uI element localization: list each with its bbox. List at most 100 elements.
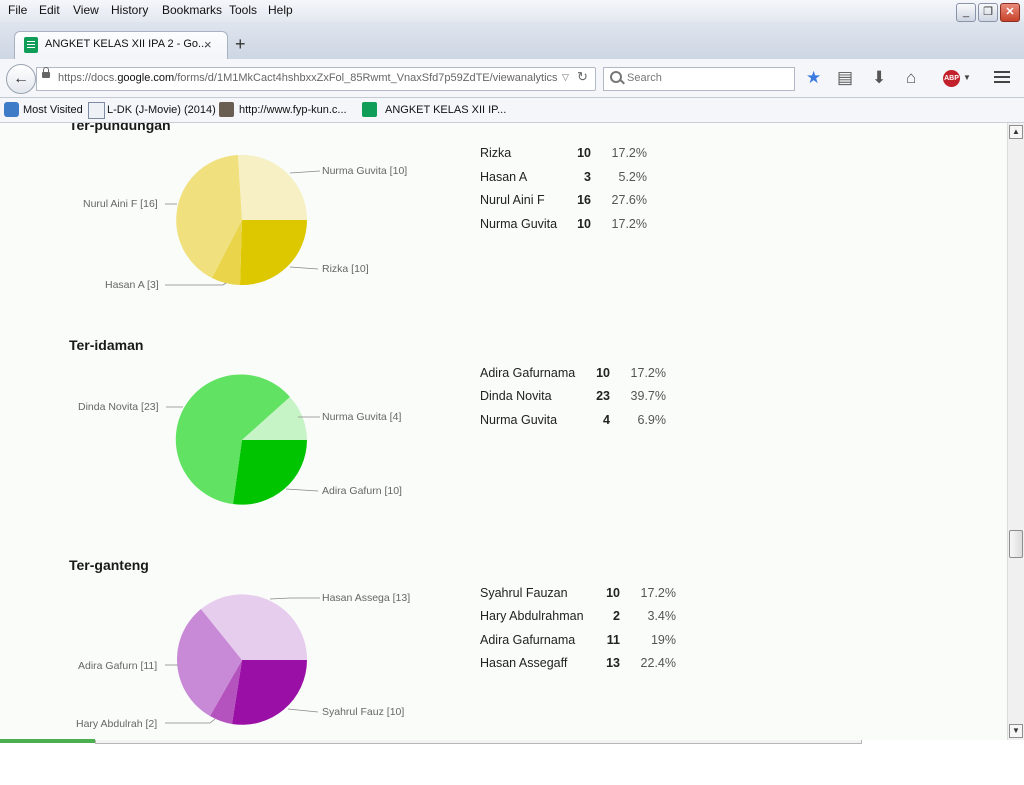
response-count: 10 <box>596 366 610 380</box>
back-arrow-icon: ← <box>13 70 29 87</box>
response-percent: 22.4% <box>640 656 676 670</box>
response-count: 23 <box>596 389 610 403</box>
response-name: Hasan Assegaff <box>480 656 568 670</box>
adblock-dropdown-icon[interactable]: ▼ <box>963 73 971 82</box>
pie-slice-dinda-novita <box>175 374 290 504</box>
url-text[interactable]: https://docs.google.com/forms/d/1M1MkCac… <box>58 72 558 84</box>
pie-label: Adira Gafurn [10] <box>322 485 402 497</box>
adblock-icon[interactable]: ABP <box>943 70 960 87</box>
tab-angket[interactable] <box>14 31 228 60</box>
bookmark-star-icon[interactable]: ★ <box>806 68 822 87</box>
lock-icon <box>42 67 50 78</box>
leader-line <box>287 708 319 713</box>
response-count: 11 <box>606 633 620 647</box>
leader-line <box>289 266 319 270</box>
menu-bar <box>0 0 1024 22</box>
pie-label: Dinda Novita [23] <box>78 401 159 413</box>
pie-slice-syahrul-fauzan <box>232 660 307 725</box>
new-tab-button[interactable]: + <box>235 34 246 54</box>
menu-hamburger-icon[interactable] <box>994 71 1010 73</box>
scroll-down-arrow-icon[interactable]: ▼ <box>1009 724 1023 738</box>
response-count: 16 <box>577 193 591 207</box>
back-button[interactable]: ← <box>6 64 36 94</box>
page-content: Ter-pundungan Nurma Guvita [10] Nurul Ai… <box>0 123 1007 740</box>
pie-chart-ter-idaman <box>166 374 320 505</box>
response-name: Rizka <box>480 146 512 160</box>
menu-tools[interactable]: Tools <box>229 3 258 17</box>
response-percent: 17.2% <box>611 217 647 231</box>
leader-line <box>165 718 216 724</box>
most-visited-icon <box>4 102 19 117</box>
download-icon[interactable]: ⬇ <box>872 68 887 87</box>
response-percent: 17.2% <box>640 586 676 600</box>
vertical-scrollbar[interactable] <box>1007 123 1024 740</box>
menu-view[interactable]: View <box>73 3 99 17</box>
minimize-button[interactable]: _ <box>956 3 976 22</box>
search-input[interactable] <box>603 67 795 91</box>
menu-edit[interactable]: Edit <box>39 3 60 17</box>
pie-slice-adira-gafurnama <box>233 440 307 505</box>
menu-help[interactable]: Help <box>268 3 293 17</box>
horizontal-scroll-track[interactable] <box>95 740 862 744</box>
home-icon[interactable]: ⌂ <box>906 68 917 87</box>
leader-line <box>165 282 227 286</box>
response-name: Adira Gafurnama <box>480 366 576 380</box>
response-count: 13 <box>606 656 620 670</box>
pie-label: Syahrul Fauz [10] <box>322 706 405 718</box>
response-percent: 19% <box>650 633 676 647</box>
response-percent: 6.9% <box>637 413 667 427</box>
url-bar[interactable] <box>36 67 596 91</box>
leader-line <box>269 597 320 600</box>
reading-list-icon[interactable]: ▤ <box>837 68 854 87</box>
pie-slice-adira-gafurnama <box>177 609 242 716</box>
menu-bookmarks[interactable]: Bookmarks <box>162 3 223 17</box>
response-percent: 17.2% <box>611 146 647 160</box>
scrollbar-thumb[interactable] <box>1009 530 1023 558</box>
bookmark-most-visited[interactable]: Most Visited <box>23 104 83 116</box>
restore-button[interactable]: ❐ <box>978 3 998 22</box>
pie-label: Nurul Aini F [16] <box>83 198 158 210</box>
menu-history[interactable]: History <box>111 3 149 17</box>
pie-slice-hasan-a <box>212 220 242 285</box>
pie-slice-hasan-assegaff <box>201 594 308 660</box>
url-dropdown-icon[interactable]: ▽ <box>562 72 569 82</box>
response-name: Dinda Novita <box>480 389 552 403</box>
pie-label: Rizka [10] <box>322 263 369 275</box>
pie-chart-ter-pundungan <box>165 154 321 286</box>
response-count: 4 <box>603 413 610 427</box>
response-percent: 39.7% <box>630 389 666 403</box>
close-window-button[interactable]: ✕ <box>1000 3 1020 22</box>
response-count: 10 <box>577 217 591 231</box>
response-name: Nurma Guvita <box>480 217 558 231</box>
bookmark-angket[interactable]: ANGKET KELAS XII IP... <box>385 104 507 116</box>
response-name: Hary Abdulrahman <box>480 609 584 623</box>
tab-close-icon[interactable]: × <box>204 37 212 52</box>
pie-slice-nurul-aini-f <box>176 155 242 278</box>
menu-file[interactable]: File <box>8 3 28 17</box>
pie-slice-rizka <box>240 220 307 286</box>
scroll-up-arrow-icon[interactable]: ▲ <box>1009 125 1023 139</box>
section-title: Ter-ganteng <box>69 557 149 573</box>
response-count: 3 <box>584 170 591 184</box>
response-name: Nurul Aini F <box>480 193 545 207</box>
progress-indicator <box>0 739 95 743</box>
response-percent: 17.2% <box>630 366 666 380</box>
pie-slice-nurma-guvita <box>242 397 307 440</box>
section-title: Ter-pundungan <box>69 123 171 133</box>
anime-favicon-icon <box>219 102 234 117</box>
reload-icon[interactable]: ↻ <box>577 69 588 84</box>
bookmark-fyp-kun[interactable]: http://www.fyp-kun.c... <box>239 104 347 116</box>
pie-label: Hasan A [3] <box>105 279 159 291</box>
tab-title: ANGKET KELAS XII IPA 2 - Go... <box>45 38 208 50</box>
bookmark-ldk[interactable]: L-DK (J-Movie) (2014) <box>107 104 216 116</box>
search-placeholder: Search <box>627 72 662 84</box>
response-name: Syahrul Fauzan <box>480 586 568 600</box>
response-percent: 5.2% <box>618 170 648 184</box>
response-name: Hasan A <box>480 170 528 184</box>
response-name: Nurma Guvita <box>480 413 558 427</box>
pie-label: Hary Abdulrah [2] <box>76 718 158 730</box>
google-forms-icon <box>362 102 377 117</box>
pie-label: Hasan Assega [13] <box>322 592 411 604</box>
pie-chart-ter-ganteng <box>165 594 320 725</box>
response-name: Adira Gafurnama <box>480 633 576 647</box>
